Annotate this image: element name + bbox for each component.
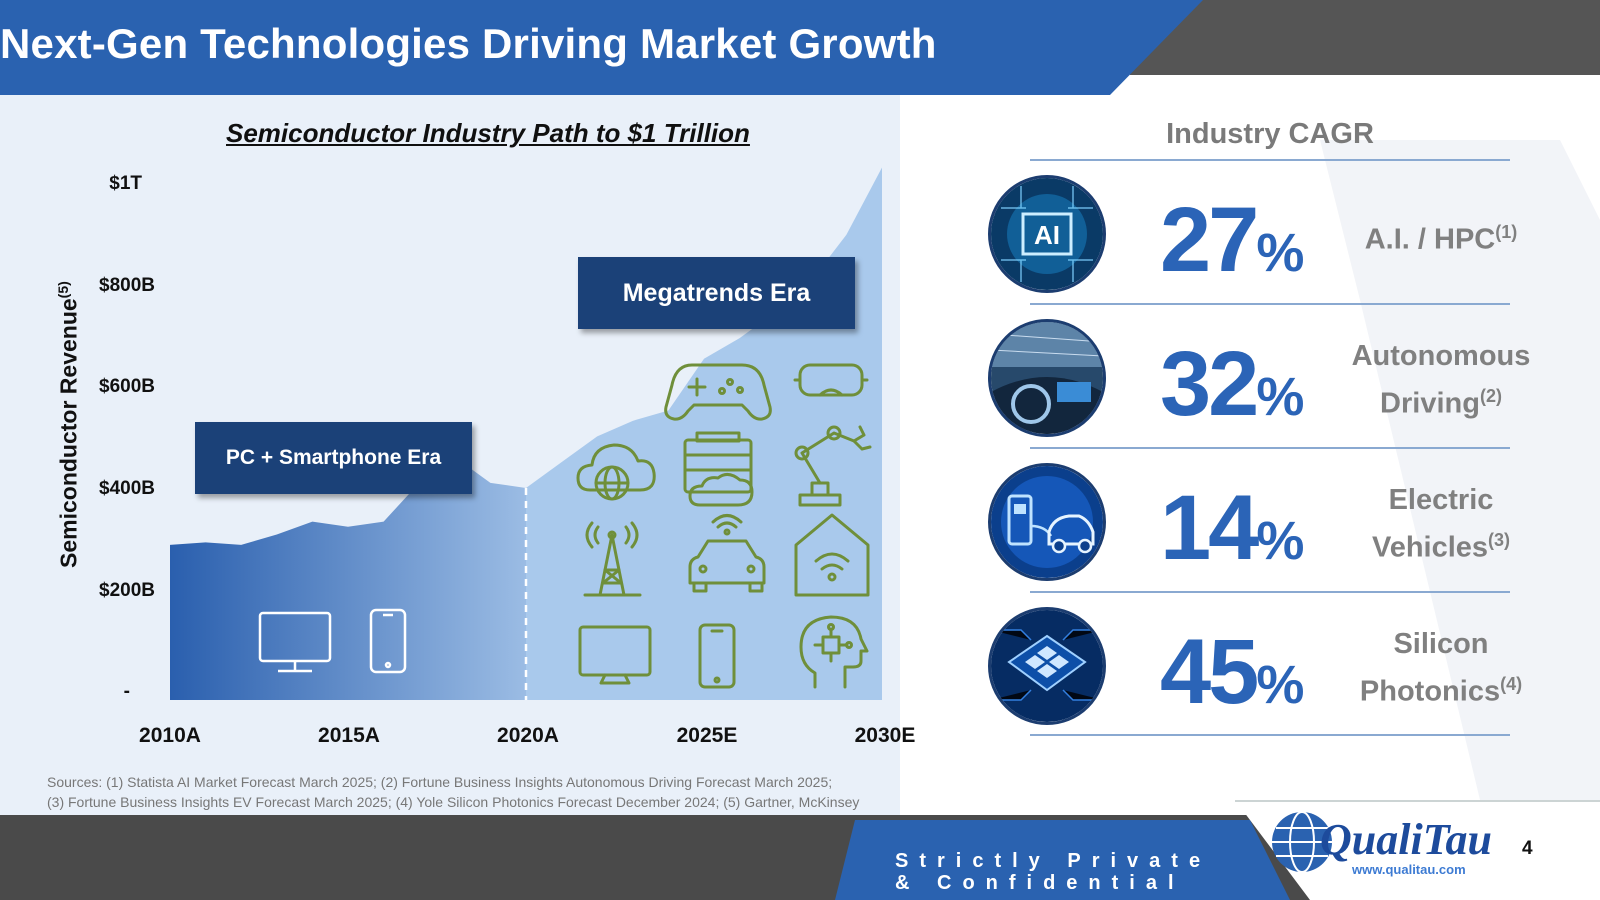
cagr-category-label: A.I. / HPC(1) (1364, 222, 1518, 256)
header-bar (0, 0, 1600, 95)
y-tick-label: $800B (99, 275, 155, 296)
gamepad-icon (664, 363, 772, 421)
cagr-value: 27% (1160, 189, 1305, 291)
car-dashboard-icon (988, 319, 1106, 437)
background-watermark-logo (1320, 140, 1600, 800)
divider-line (1030, 591, 1510, 593)
ev-charging-icon (988, 463, 1106, 581)
cagr-heading: Industry CAGR (1166, 118, 1374, 150)
cagr-value: 45% (1160, 621, 1305, 723)
smartphone-icon (369, 608, 407, 674)
page-number: 4 (1522, 838, 1533, 859)
y-tick-label: $400B (99, 478, 155, 499)
x-tick-label: 2020A (497, 724, 559, 747)
y-tick-label: $600B (99, 376, 155, 397)
cagr-value: 14% (1160, 477, 1305, 579)
company-url: www.qualitau.com (1352, 862, 1466, 877)
company-logo-text: QualiTau (1320, 815, 1493, 864)
photonic-chip-icon (988, 607, 1106, 725)
confidentiality-line: Strictly Private (895, 850, 1212, 872)
y-tick-label: $200B (99, 580, 155, 601)
divider-line (1030, 447, 1510, 449)
svg-text:AI: AI (1034, 220, 1060, 250)
x-tick-label: 2025E (676, 724, 738, 747)
confidentiality-line: & Confidential (895, 872, 1185, 894)
cagr-category-label: Electric Vehicles(3) (1371, 484, 1511, 564)
smart-home-icon (794, 513, 870, 597)
connected-car-icon (688, 514, 766, 593)
chart-title: Semiconductor Industry Path to $1 Trilli… (226, 118, 750, 148)
x-tick-label: 2015A (318, 724, 380, 747)
x-tick-label: 2030E (854, 724, 916, 747)
robotic-arm-icon (794, 425, 872, 507)
divider-line (1030, 303, 1510, 305)
era-label-pc-smartphone: PC + Smartphone Era (195, 422, 472, 494)
ai-chip-icon: AI (988, 175, 1106, 293)
confidentiality-notice: Strictly Private & Confidential (895, 850, 1211, 894)
vr-headset-icon (793, 363, 869, 397)
monitor-icon (258, 611, 332, 673)
cagr-value: 32% (1160, 333, 1305, 435)
qualitau-globe-logo-icon (1272, 811, 1332, 873)
divider-line (1030, 159, 1510, 161)
cell-tower-icon (583, 521, 642, 597)
sources-line: (3) Fortune Business Insights EV Forecas… (47, 794, 860, 810)
server-cloud-icon (683, 431, 754, 507)
divider-line (1030, 734, 1510, 736)
cagr-category-label: Autonomous Driving(2) (1351, 340, 1531, 420)
y-tick-label: $1T (109, 173, 142, 194)
sources-line: Sources: (1) Statista AI Market Forecast… (47, 774, 833, 790)
x-tick-label: 2010A (139, 724, 201, 747)
era-label-megatrends: Megatrends Era (578, 257, 855, 329)
y-axis-label: Semiconductor Revenue(5) (55, 281, 82, 568)
sources-footnote: Sources: (1) Statista AI Market Forecast… (47, 772, 859, 812)
ai-brain-head-icon (799, 615, 869, 689)
tv-icon (578, 625, 652, 685)
cagr-category-label: Silicon Photonics(4) (1359, 628, 1523, 708)
y-tick-label: - (123, 681, 130, 702)
phone-icon (698, 623, 736, 689)
page-title: Next-Gen Technologies Driving Market Gro… (0, 20, 937, 67)
cloud-globe-icon (576, 443, 656, 501)
